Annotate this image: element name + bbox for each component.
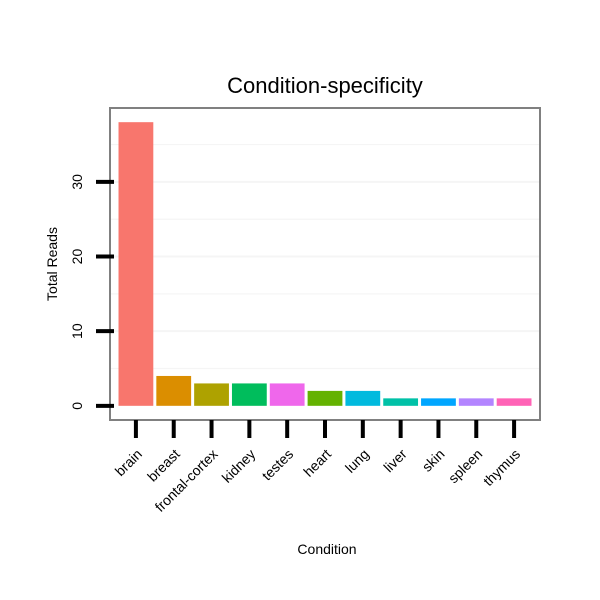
x-tick-label: brain xyxy=(112,446,145,479)
x-tick-label: thymus xyxy=(480,446,523,489)
y-tick-label: 20 xyxy=(69,249,85,265)
bar-thymus xyxy=(496,398,532,406)
chart-title: Condition-specificity xyxy=(227,73,423,98)
y-tick-label: 30 xyxy=(69,174,85,190)
x-tick-label: heart xyxy=(300,446,334,480)
bar-breast xyxy=(156,375,192,406)
y-tick-label: 0 xyxy=(69,402,85,410)
bar-heart xyxy=(307,390,343,406)
x-tick-label: kidney xyxy=(219,446,259,486)
x-tick-label: testes xyxy=(259,446,297,484)
x-axis-label: Condition xyxy=(297,541,356,557)
bar-frontal-cortex xyxy=(194,383,229,406)
x-tick-label: lung xyxy=(342,446,372,476)
y-axis-label: Total Reads xyxy=(44,227,60,301)
plot-panel xyxy=(109,107,541,421)
bar-testes xyxy=(269,383,305,406)
y-tick-label: 10 xyxy=(69,323,85,339)
bar-liver xyxy=(383,398,419,406)
x-tick-label: liver xyxy=(380,446,410,476)
bars xyxy=(118,122,532,406)
bar-brain xyxy=(118,122,154,406)
bar-lung xyxy=(345,390,381,406)
x-tick-label: spleen xyxy=(445,446,485,486)
y-axis: 0 10 20 30 xyxy=(69,174,114,410)
bar-spleen xyxy=(458,398,494,406)
grid-lines xyxy=(111,143,539,370)
x-tick-label: skin xyxy=(419,446,448,475)
bar-kidney xyxy=(231,383,267,406)
bar-skin xyxy=(421,398,456,406)
